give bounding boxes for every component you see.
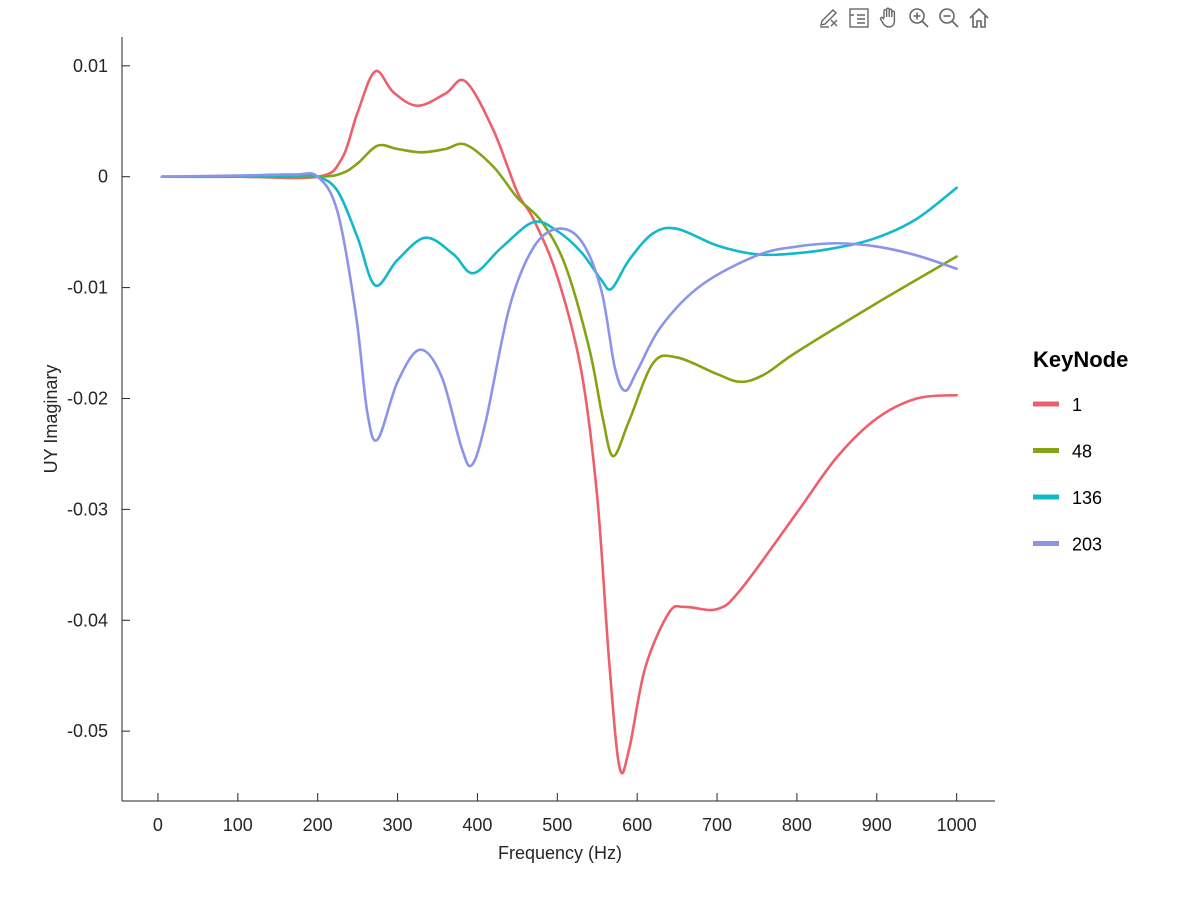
axes (121, 37, 995, 802)
series-line-1 (160, 69, 958, 775)
series-line-48 (160, 142, 958, 458)
x-axis-label: Frequency (Hz) (498, 843, 622, 863)
x-tick-label: 600 (622, 815, 652, 835)
x-tick-label: 300 (383, 815, 413, 835)
y-tick-label: -0.01 (67, 278, 108, 298)
edit-plot-button[interactable] (816, 5, 842, 31)
x-tick-label: 800 (782, 815, 812, 835)
pan-button[interactable] (876, 5, 902, 31)
x-tick-label: 500 (542, 815, 572, 835)
series-line-203 (160, 172, 958, 468)
y-tick-label: -0.02 (67, 388, 108, 408)
series-lines (160, 69, 958, 775)
x-tick-label: 900 (862, 815, 892, 835)
zoom-in-button[interactable] (906, 5, 932, 31)
figure-toolbar (816, 5, 992, 35)
y-axis-label: UY Imaginary (41, 365, 61, 474)
y-tick-label: 0.01 (73, 56, 108, 76)
y-tick-label: -0.04 (67, 610, 108, 630)
legend-label-136: 136 (1072, 488, 1102, 508)
pan-icon (879, 7, 896, 28)
x-tick-label: 700 (702, 815, 732, 835)
x-tick-label: 0 (153, 815, 163, 835)
data-cursor-icon (849, 8, 869, 28)
y-tick-label: 0 (98, 167, 108, 187)
legend-label-203: 203 (1072, 535, 1102, 555)
home-button[interactable] (966, 5, 992, 31)
legend-label-48: 48 (1072, 442, 1092, 462)
edit-plot-icon (820, 9, 838, 28)
zoom-in-icon (909, 8, 929, 28)
y-tick-label: -0.03 (67, 499, 108, 519)
zoom-out-button[interactable] (936, 5, 962, 31)
x-tick-label: 1000 (937, 815, 977, 835)
legend: KeyNode 1 48 136 203 (1033, 347, 1128, 555)
series-line-136 (160, 173, 958, 291)
x-tick-label: 100 (223, 815, 253, 835)
y-tick-label: -0.05 (67, 721, 108, 741)
legend-title: KeyNode (1033, 347, 1128, 372)
x-tick-label: 200 (303, 815, 333, 835)
x-tick-label: 400 (462, 815, 492, 835)
home-icon (969, 7, 989, 28)
legend-label-1: 1 (1072, 395, 1082, 415)
tick-labels: 0 100 200 300 400 500 600 700 800 900 1000 0.01 0 -0.… (67, 56, 977, 835)
data-cursor-button[interactable] (846, 5, 872, 31)
zoom-out-icon (939, 8, 959, 28)
